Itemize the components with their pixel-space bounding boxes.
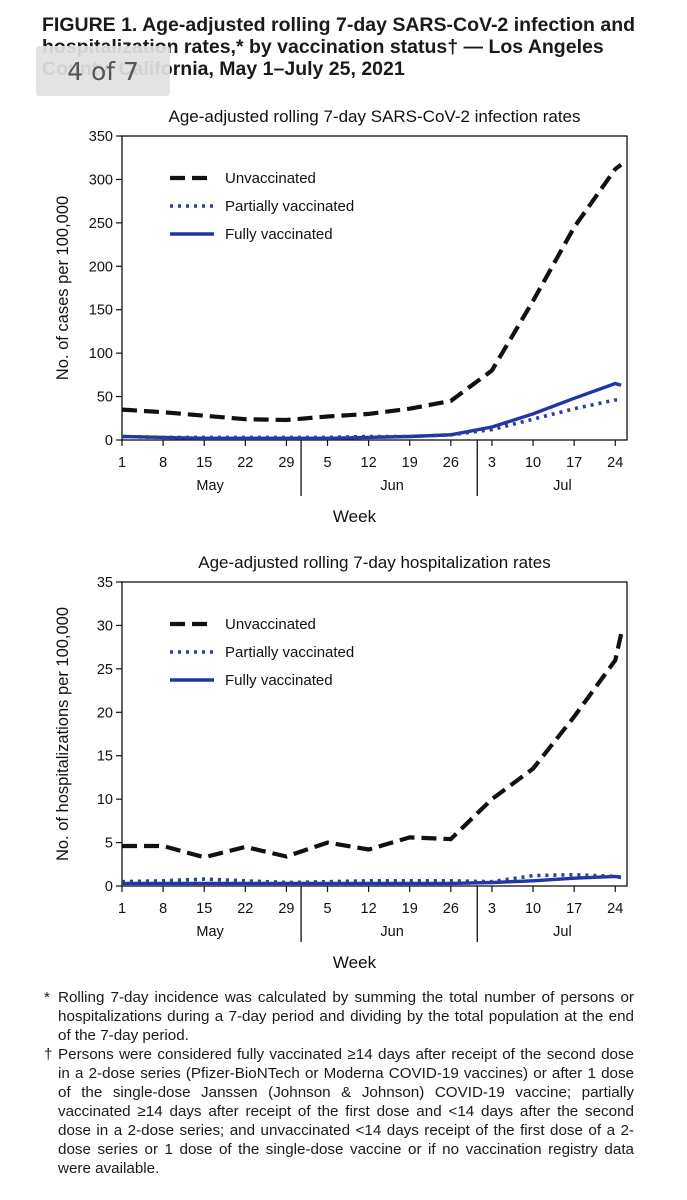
y-axis-label: No. of cases per 100,000 [54,196,72,380]
legend-label: Partially vaccinated [225,644,354,661]
footnote-mark: † [44,1046,53,1063]
x-tick-label: 5 [323,901,331,917]
series-line-unvaccinated [122,633,624,860]
x-tick-label: 12 [361,455,377,471]
month-label: May [196,924,224,940]
y-tick-label: 15 [97,749,113,765]
month-label: Jul [553,924,572,940]
footnotes: * Rolling 7-day incidence was calculated… [44,988,634,1178]
x-tick-label: 19 [402,455,418,471]
series-line-partially-vaccinated [121,872,622,885]
x-tick-label: 24 [607,901,623,917]
page-indicator[interactable]: 4 of 7 [36,46,170,96]
month-label: May [196,478,224,494]
x-axis-label: Week [333,507,377,526]
y-tick-label: 5 [105,836,113,852]
x-tick-label: 15 [196,455,212,471]
month-label: Jun [380,478,403,494]
series-line-fully-vaccinated [122,874,622,886]
y-tick-label: 250 [89,216,113,232]
x-tick-label: 8 [159,455,167,471]
x-tick-label: 22 [237,901,253,917]
footnote-text: Rolling 7-day incidence was calculated b… [58,989,634,1044]
x-axis-label: Week [333,953,377,972]
x-tick-label: 3 [488,901,496,917]
legend-label: Partially vaccinated [225,198,354,215]
footnote-text: Persons were considered fully vaccinated… [58,1046,634,1177]
page-indicator-text: 4 of 7 [67,56,139,86]
chart-title: Age-adjusted rolling 7-day hospitalizati… [198,553,550,572]
y-tick-label: 0 [105,433,113,449]
plot-frame [121,581,628,887]
y-tick-label: 50 [97,390,113,406]
x-tick-label: 10 [525,901,541,917]
y-tick-label: 300 [89,172,113,188]
legend-label: Unvaccinated [225,170,316,187]
series-line-unvaccinated [121,163,623,423]
x-tick-label: 17 [566,455,582,471]
x-tick-label: 26 [443,455,459,471]
x-tick-label: 24 [607,455,623,471]
x-tick-label: 26 [443,901,459,917]
x-tick-label: 1 [118,455,126,471]
x-tick-label: 1 [118,901,126,917]
y-tick-label: 20 [97,705,113,721]
y-tick-label: 200 [89,259,113,275]
y-tick-label: 25 [97,662,113,678]
legend-label: Fully vaccinated [225,226,333,243]
y-tick-label: 10 [97,792,113,808]
x-tick-label: 8 [159,901,167,917]
y-axis-label: No. of hospitalizations per 100,000 [54,607,72,861]
x-tick-label: 15 [196,901,212,917]
plot-frame [121,135,628,441]
y-tick-label: 150 [89,303,113,319]
x-tick-label: 12 [361,901,377,917]
legend-label: Unvaccinated [225,616,316,633]
legend-label: Fully vaccinated [225,672,333,689]
y-tick-label: 30 [97,618,113,634]
footnote-vaccination-definitions: † Persons were considered fully vaccinat… [44,1045,634,1178]
infection-rate-chart: Age-adjusted rolling 7-day SARS-CoV-2 in… [54,107,628,526]
series-line-partially-vaccinated [121,398,622,440]
x-tick-label: 17 [566,901,582,917]
chart-title: Age-adjusted rolling 7-day SARS-CoV-2 in… [169,107,581,126]
y-tick-label: 100 [89,346,113,362]
footnote-incidence: * Rolling 7-day incidence was calculated… [44,988,634,1045]
x-tick-label: 10 [525,455,541,471]
month-label: Jul [553,478,572,494]
x-tick-label: 29 [278,901,294,917]
figure-label: FIGURE 1. [42,14,138,36]
hospitalization-rate-chart: Age-adjusted rolling 7-day hospitalizati… [54,553,628,972]
month-label: Jun [380,924,403,940]
x-tick-label: 3 [488,455,496,471]
y-tick-label: 350 [89,129,113,145]
y-tick-label: 0 [105,879,113,895]
x-tick-label: 29 [278,455,294,471]
footnote-mark: * [44,989,50,1006]
series-line-fully-vaccinated [121,381,622,440]
x-tick-label: 5 [323,455,331,471]
y-tick-label: 35 [97,575,113,591]
x-tick-label: 22 [237,455,253,471]
x-tick-label: 19 [402,901,418,917]
